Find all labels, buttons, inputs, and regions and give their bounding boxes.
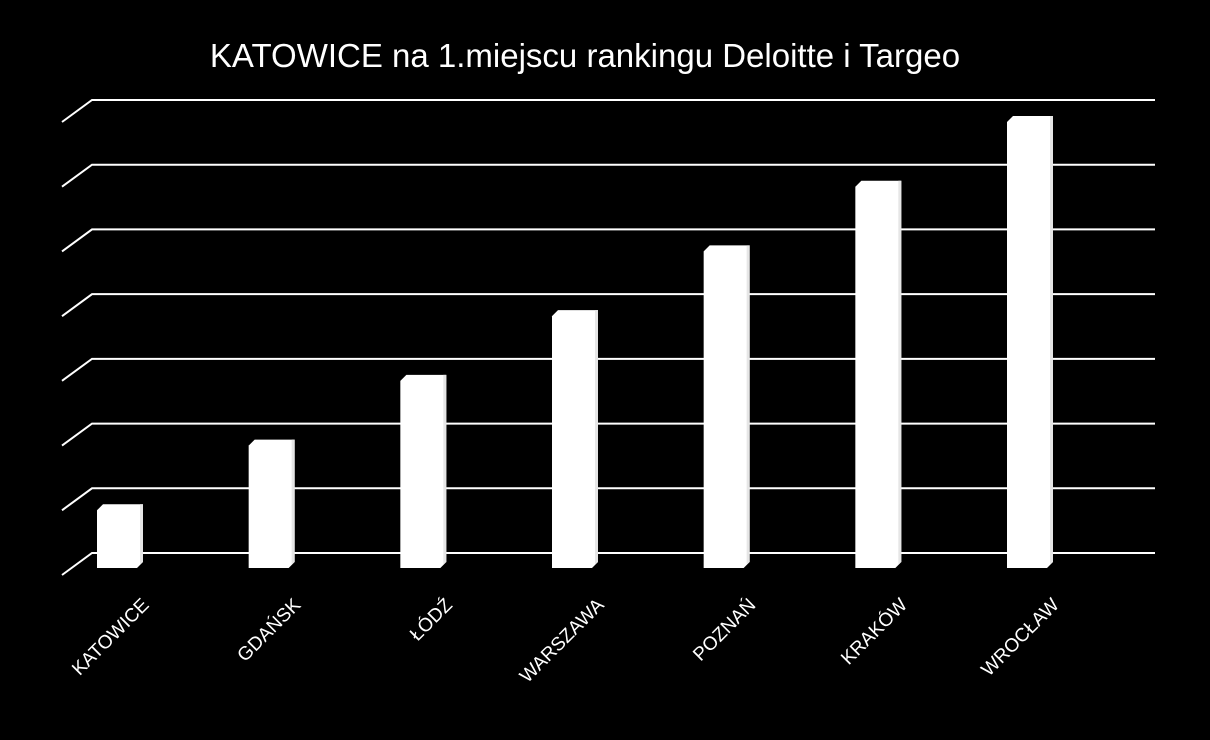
gridline — [61, 99, 1155, 123]
category-label: ŁÓDŹ — [405, 594, 457, 646]
gridline — [61, 552, 1155, 576]
category-label: POZNAŃ — [689, 595, 760, 666]
bar-edge — [595, 310, 598, 564]
gridline — [61, 228, 1155, 253]
bar-body — [855, 180, 902, 568]
bar-body — [248, 439, 295, 568]
gridlines — [61, 99, 1155, 576]
gridline — [61, 357, 1155, 382]
bar — [97, 504, 143, 568]
bar — [400, 374, 447, 568]
category-labels: KATOWICE GDAŃSK ŁÓDŹ WARSZAWA POZNAŃ KRAKÓW WR… — [68, 594, 1063, 687]
chart-title: KATOWICE na 1.miejscu rankingu Deloitte … — [210, 37, 960, 74]
bar — [248, 439, 295, 568]
bar-edge — [1050, 116, 1053, 564]
bar — [855, 180, 902, 568]
category-label: KATOWICE — [68, 595, 153, 680]
bars — [97, 116, 1053, 568]
gridline — [61, 293, 1155, 317]
gridline — [61, 422, 1155, 447]
category-label: WARSZAWA — [516, 594, 609, 687]
bar — [552, 310, 598, 568]
category-label: GDAŃSK — [234, 594, 306, 666]
bar-edge — [898, 180, 902, 564]
bar-body — [703, 245, 750, 568]
bar-edge — [443, 374, 447, 564]
bar-edge — [746, 245, 750, 564]
bar — [703, 245, 750, 568]
bar-body — [552, 310, 598, 568]
gridline — [61, 163, 1155, 188]
bar-body — [1007, 116, 1053, 568]
bar-body — [97, 504, 143, 568]
bar — [1007, 116, 1053, 568]
bar-body — [400, 374, 447, 568]
category-label: KRAKÓW — [837, 594, 912, 669]
bar-edge — [291, 439, 295, 564]
bar-edge — [140, 504, 143, 564]
category-label: WROCŁAW — [978, 595, 1064, 681]
gridline — [61, 487, 1155, 512]
